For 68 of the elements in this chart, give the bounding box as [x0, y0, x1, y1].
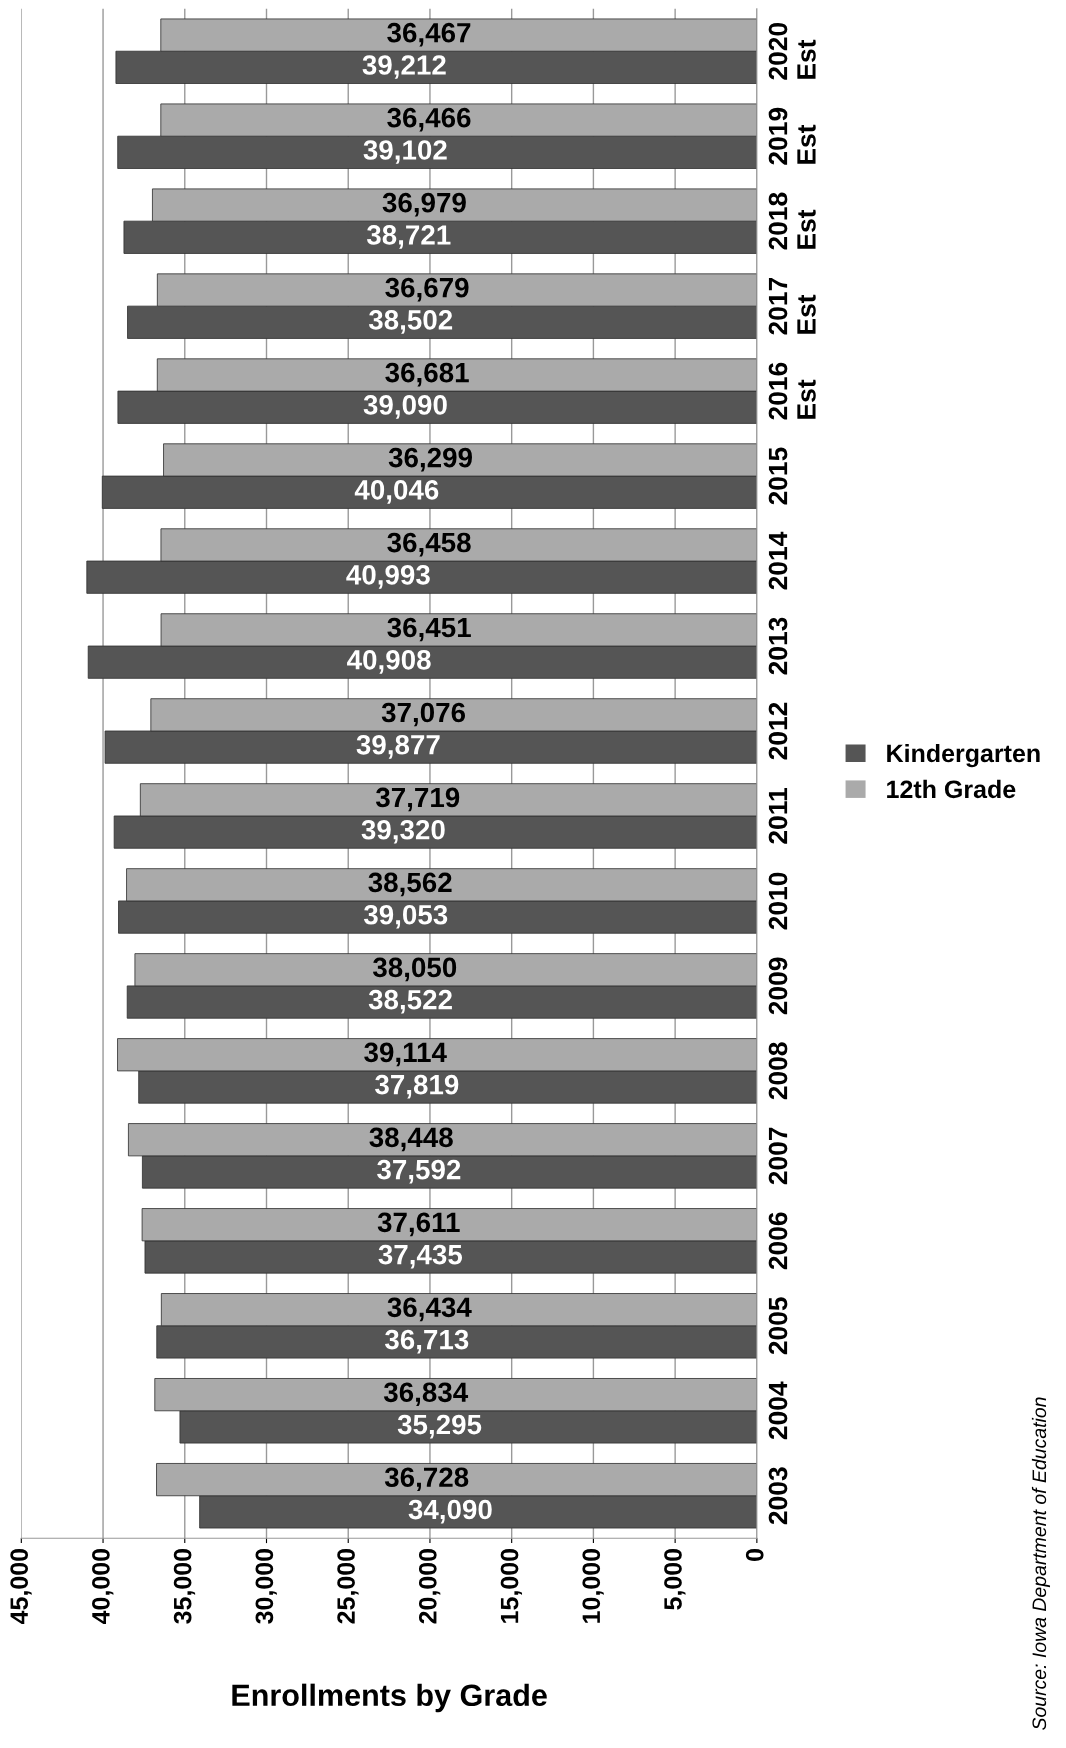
y-tick-label: 2020 Est	[768, 22, 816, 80]
data-label: 40,908	[347, 649, 431, 674]
data-label: 38,502	[368, 310, 453, 334]
data-label: 36,834	[383, 1382, 469, 1407]
text: Enrollments by Grade	[232, 1683, 547, 1713]
data-label: 36,299	[388, 447, 472, 472]
data-label: 36,434	[387, 1297, 472, 1322]
y-tick-label: 2013	[768, 617, 788, 675]
data-label: 38,562	[368, 872, 452, 897]
y-tick-label: 2004	[768, 1381, 788, 1440]
data-label: 38,522	[368, 989, 452, 1014]
data-label: 35,295	[397, 1414, 482, 1439]
source-note: Source: Iowa Department of Education	[1031, 1397, 1051, 1730]
data-label: 38,448	[369, 1127, 453, 1152]
data-label: 34,090	[408, 1499, 492, 1524]
data-label: 37,719	[375, 787, 460, 812]
y-tick-label: 2005	[768, 1297, 788, 1355]
data-label: 39,212	[362, 55, 446, 79]
y-tick-label: 2006	[768, 1212, 788, 1270]
x-tick-label: 20,000	[418, 1548, 441, 1624]
legend-label: Kindergarten	[887, 743, 1040, 768]
data-label: 37,592	[377, 1159, 461, 1184]
data-label: 40,993	[346, 564, 430, 589]
data-label: 36,458	[387, 532, 471, 557]
data-label: 36,713	[384, 1329, 469, 1354]
data-label: 39,114	[364, 1042, 447, 1067]
y-tick-label: 2017 Est	[768, 277, 816, 335]
y-tick-label: 2003	[768, 1467, 788, 1525]
y-tick-label: 2009	[768, 957, 788, 1015]
data-label: 37,435	[378, 1244, 463, 1269]
x-tick-label: 40,000	[92, 1548, 114, 1625]
data-label: 36,451	[387, 617, 471, 642]
data-label: 37,819	[375, 1074, 459, 1099]
y-tick-label: 2014	[768, 531, 788, 590]
data-label: 39,090	[363, 395, 447, 419]
data-label: 37,611	[377, 1212, 460, 1237]
y-tick-label: 2007	[768, 1127, 788, 1185]
data-label: 37,076	[381, 702, 466, 727]
x-tick-label: 45,000	[10, 1548, 32, 1625]
x-tick-label: 35,000	[173, 1548, 196, 1624]
data-label: 39,877	[356, 734, 440, 759]
data-label: 38,721	[366, 225, 451, 249]
y-tick-label: 2018 Est	[768, 192, 816, 250]
x-tick-label: 5,000	[664, 1548, 686, 1610]
data-label: 36,681	[385, 362, 469, 387]
y-tick-label: 2019 Est	[768, 107, 816, 165]
y-tick-label: 2016 Est	[768, 362, 816, 420]
data-label: 39,102	[363, 140, 447, 164]
x-tick-label: 10,000	[582, 1548, 604, 1623]
x-tick-label: 25,000	[337, 1548, 359, 1624]
y-tick-label: 2011	[768, 788, 788, 844]
data-label: 36,679	[385, 277, 469, 302]
y-tick-label: 2010	[768, 872, 788, 930]
data-label: 40,046	[354, 480, 439, 504]
x-tick-label: 30,000	[255, 1548, 277, 1624]
data-label: 36,979	[382, 192, 466, 217]
data-label: 39,320	[361, 819, 445, 844]
data-label: 36,728	[384, 1467, 469, 1492]
data-label: 36,467	[387, 22, 471, 47]
data-label: 36,466	[387, 107, 471, 132]
x-tick-label: 0	[745, 1548, 764, 1561]
y-tick-label: 2012	[768, 702, 788, 760]
data-label: 38,050	[372, 957, 457, 982]
x-tick-label: 15,000	[500, 1548, 523, 1623]
y-tick-label: 2015	[768, 447, 788, 505]
y-tick-label: 2008	[768, 1042, 788, 1100]
legend-label: 12th Grade	[887, 779, 1016, 799]
data-label: 39,053	[363, 904, 448, 929]
